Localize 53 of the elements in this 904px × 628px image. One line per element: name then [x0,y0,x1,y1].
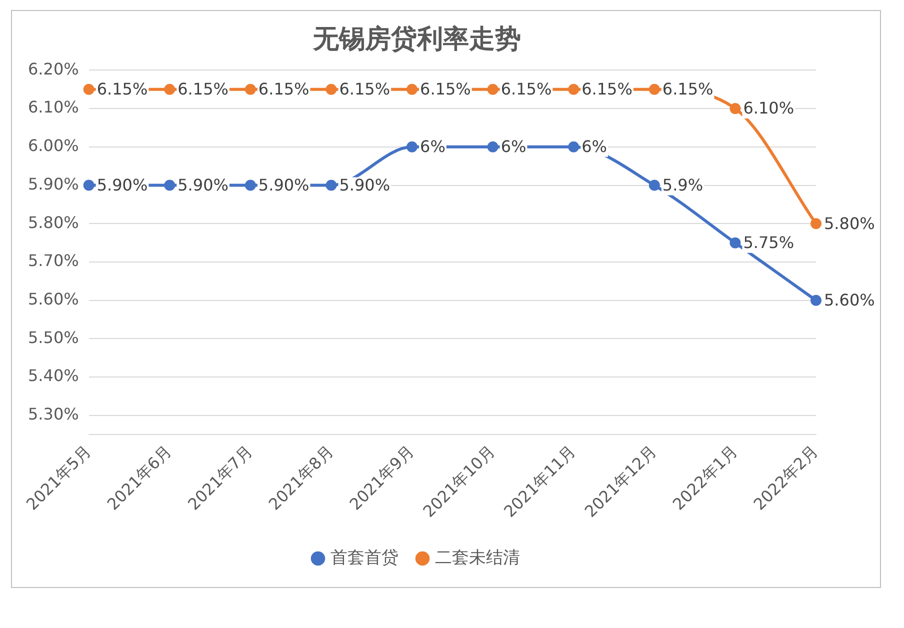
data-label: 6.15% [178,80,228,99]
point [326,84,337,95]
y-tick-label: 5.70% [28,251,79,270]
y-tick-label: 6.20% [28,59,79,78]
point [244,180,256,191]
point [406,141,418,152]
chart-title: 无锡房贷利率走势 [312,24,521,54]
point [730,103,741,114]
point [406,84,418,95]
data-label: 5.9% [662,175,704,194]
data-label: 6.15% [258,80,310,99]
data-label: 6.15% [662,80,714,99]
data-label: 5.90% [258,175,310,194]
data-label: 5.60% [824,290,875,310]
point [164,84,176,95]
legend-label: 二套未结清 [435,548,520,568]
data-label: 6.15% [96,80,148,99]
point [568,84,580,95]
data-label: 5.90% [339,175,390,194]
point [487,84,498,95]
y-tick-label: 6.00% [28,136,79,156]
point [487,141,498,152]
y-tick-label: 5.80% [28,212,79,232]
point [568,141,580,152]
data-label: 6.15% [339,80,390,99]
point [810,294,822,306]
point [164,180,176,191]
data-label: 5.90% [178,175,228,194]
data-label: 6% [582,137,607,156]
point [326,180,337,191]
y-tick-label: 6.10% [28,98,79,117]
data-label: 6.15% [582,80,632,99]
point [730,237,741,248]
y-tick-label: 5.90% [28,174,79,194]
point [810,218,822,230]
y-tick-label: 5.50% [28,328,79,347]
data-label: 6.10% [743,98,794,118]
point [83,180,94,191]
data-label: 6% [500,137,526,156]
y-tick-label: 5.30% [28,404,79,424]
y-tick-label: 5.40% [28,366,79,386]
legend-label: 首套首贷 [330,548,398,568]
point [648,84,660,95]
data-label: 5.80% [824,214,875,233]
data-label: 6.15% [500,80,552,99]
data-label: 6% [420,137,446,156]
point [83,84,94,95]
y-tick-label: 5.60% [28,290,79,309]
point [648,180,660,191]
point [244,84,256,95]
data-label: 5.90% [96,175,148,194]
data-label: 6.15% [420,80,471,99]
data-label: 5.75% [743,232,794,252]
